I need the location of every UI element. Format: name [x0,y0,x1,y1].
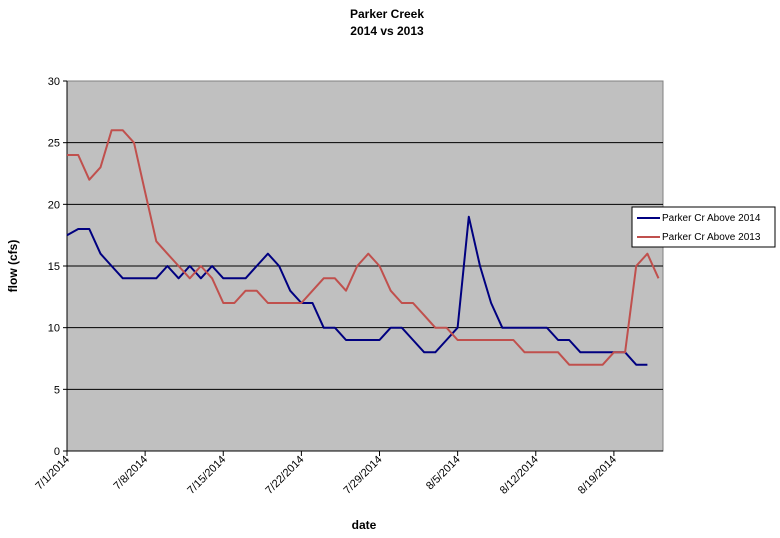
y-tick-label: 5 [54,384,60,396]
x-axis-label: date [352,518,377,532]
legend-box [631,206,776,248]
x-tick-label: 7/29/2014 [342,454,385,497]
y-axis-label: flow (cfs) [6,240,20,293]
x-tick-label: 8/19/2014 [576,454,619,497]
chart-subtitle: 2014 vs 2013 [350,24,424,38]
series-lines [66,129,660,366]
x-tick-label: 7/22/2014 [263,454,306,497]
x-tick-label: 8/5/2014 [424,454,463,493]
y-tick-label: 25 [48,138,60,150]
y-tick-label: 0 [54,446,60,458]
x-tick-label: 7/1/2014 [33,454,72,493]
legend-label-2014: Parker Cr Above 2014 [662,213,761,224]
y-tick-label: 10 [48,323,60,335]
x-tick-label: 7/8/2014 [111,454,150,493]
series-line-1 [67,129,660,366]
y-tick-label: 15 [48,261,60,273]
x-axis: 7/1/2014 7/8/2014 7/15/2014 7/22/2014 7/29/2… [33,450,663,497]
x-tick-label: 8/12/2014 [498,454,541,497]
y-tick-label: 20 [48,199,60,211]
y-axis: 0 5 10 15 20 25 30 [48,76,68,458]
series-line-0 [66,215,648,366]
chart-title: Parker Creek [350,7,424,21]
legend: Parker Cr Above 2014 Parker Cr Above 201… [631,206,776,248]
y-tick-label: 30 [48,76,60,88]
x-tick-label: 7/15/2014 [185,454,228,497]
legend-label-2013: Parker Cr Above 2013 [662,232,761,243]
